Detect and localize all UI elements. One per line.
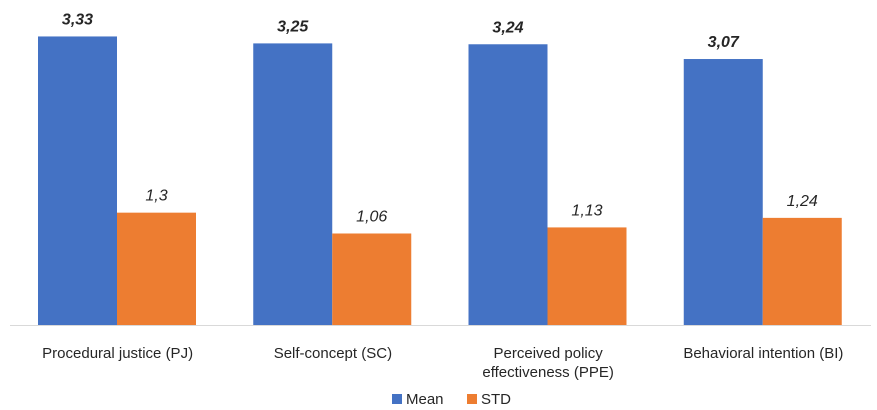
bar-std-3 — [547, 227, 627, 326]
value-label-mean-4: 3,07 — [708, 34, 740, 51]
bar-mean-1 — [38, 36, 117, 326]
legend-label-std: STD — [481, 391, 511, 408]
value-label-mean-1: 3,33 — [62, 11, 93, 28]
value-label-std-4: 1,24 — [787, 193, 818, 210]
value-label-std-1: 1,3 — [145, 188, 167, 205]
category-label-2: Self-concept (SC) — [274, 345, 392, 362]
category-label-4: Behavioral intention (BI) — [683, 345, 843, 362]
legend-label-mean: Mean — [406, 391, 444, 408]
bar-mean-3 — [468, 44, 548, 326]
bar-std-2 — [332, 233, 412, 326]
bar-std-1 — [117, 212, 196, 326]
value-label-std-3: 1,13 — [571, 202, 602, 219]
value-label-mean-2: 3,25 — [277, 18, 309, 35]
value-labels-layer: 3,33 1,3 3,25 1,06 3,24 1,13 3,07 1,24 — [62, 11, 818, 225]
category-label-1: Procedural justice (PJ) — [42, 345, 193, 362]
bar-std-4 — [762, 217, 842, 326]
value-label-mean-3: 3,24 — [492, 19, 523, 36]
category-label-3: Perceived policy effectiveness (PPE) — [482, 345, 613, 381]
legend-swatch-mean — [392, 394, 402, 404]
legend-swatch-std — [467, 394, 477, 404]
bars-layer — [38, 36, 842, 326]
category-labels-layer: Procedural justice (PJ) Self-concept (SC)… — [42, 345, 843, 381]
value-label-std-2: 1,06 — [356, 208, 387, 225]
bar-mean-4 — [683, 59, 763, 326]
bar-mean-2 — [253, 43, 333, 326]
legend: Mean STD — [392, 391, 511, 408]
